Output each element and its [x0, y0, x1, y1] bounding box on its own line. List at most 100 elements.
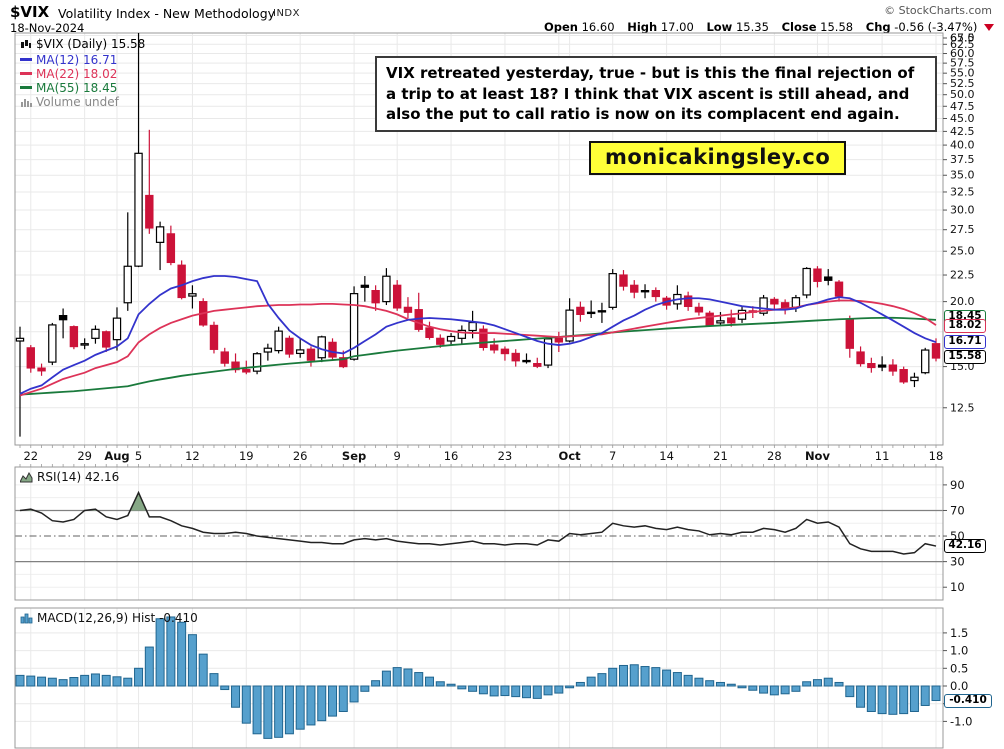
macd-panel-label: MACD(12,26,9) Hist -0.410 — [20, 611, 198, 625]
chg-value: -0.56 (-3.47%) — [894, 20, 978, 34]
legend-ma22-label: MA(22) 18.02 — [36, 67, 118, 81]
svg-text:11: 11 — [875, 449, 890, 463]
watermark-badge: monicakingsley.co — [589, 141, 847, 175]
svg-text:26: 26 — [293, 449, 308, 463]
svg-text:50.0: 50.0 — [950, 88, 975, 101]
low-value: 15.35 — [735, 20, 769, 34]
svg-text:1.5: 1.5 — [950, 626, 968, 640]
svg-text:22.5: 22.5 — [950, 269, 975, 282]
svg-text:60.0: 60.0 — [950, 47, 975, 60]
rsi-panel-label: RSI(14) 42.16 — [19, 470, 120, 486]
rsi-value-tag: 42.16 — [944, 539, 986, 553]
last-price-tag: 15.58 — [944, 350, 986, 364]
macd-value-tag: -0.410 — [944, 694, 992, 708]
macd-panel: 1.51.00.50.0-0.5-1.0 — [14, 607, 972, 749]
close-value: 15.58 — [820, 20, 854, 34]
chart-date: 18-Nov-2024 — [10, 21, 85, 35]
rsi-line — [19, 490, 937, 555]
symbol-description: Volatility Index - New Methodology — [58, 6, 276, 21]
legend-volume-label: Volume undef — [36, 95, 119, 109]
svg-text:67.5: 67.5 — [950, 32, 975, 45]
svg-text:7: 7 — [609, 449, 616, 463]
legend-main-label: $VIX (Daily) 15.58 — [36, 37, 146, 51]
svg-text:30.0: 30.0 — [950, 204, 975, 217]
svg-text:10: 10 — [950, 580, 965, 594]
svg-text:14: 14 — [659, 449, 674, 463]
ma55-line — [19, 316, 937, 396]
svg-text:40.0: 40.0 — [950, 139, 975, 152]
ma12-line-swatch-icon — [20, 58, 32, 61]
high-label: High — [627, 20, 658, 34]
ma22-line — [19, 299, 937, 397]
stockcharts-copyright: © StockCharts.com — [884, 4, 992, 17]
svg-text:57.5: 57.5 — [950, 57, 975, 70]
svg-text:27.5: 27.5 — [950, 223, 975, 236]
svg-text:0.0: 0.0 — [950, 679, 968, 693]
analyst-annotation-box: VIX retreated yesterday, true - but is t… — [375, 56, 937, 133]
svg-text:65.0: 65.0 — [950, 32, 975, 45]
symbol-title: $VIX — [10, 3, 50, 21]
ma22-line-swatch-icon — [20, 72, 32, 75]
legend-ma55-label: MA(55) 18.45 — [36, 81, 118, 95]
volume-bars-icon — [20, 97, 32, 111]
legend-ma12-label: MA(12) 16.71 — [36, 53, 118, 67]
svg-text:45.0: 45.0 — [950, 112, 975, 125]
exchange-label: INDX — [273, 8, 300, 19]
svg-text:19: 19 — [239, 449, 254, 463]
candlestick-chart-icon — [20, 39, 32, 53]
change-down-triangle-icon — [984, 24, 994, 31]
svg-text:1.0: 1.0 — [950, 644, 968, 658]
ohlc-quote-bar: Open 16.60 High 17.00 Low 15.35 Close 15… — [544, 20, 994, 34]
svg-text:5: 5 — [135, 449, 142, 463]
low-label: Low — [706, 20, 733, 34]
legend-volume: Volume undef — [20, 95, 119, 109]
svg-text:0.5: 0.5 — [950, 661, 968, 675]
macd-label-text: MACD(12,26,9) Hist -0.410 — [37, 611, 198, 625]
svg-text:Aug: Aug — [104, 449, 129, 463]
svg-text:70: 70 — [950, 503, 965, 517]
ma12-line — [19, 275, 937, 395]
svg-text:21: 21 — [713, 449, 728, 463]
svg-text:62.5: 62.5 — [950, 38, 975, 51]
svg-text:20.0: 20.0 — [950, 295, 975, 308]
svg-text:29: 29 — [77, 449, 92, 463]
ma22-price-tag: 18.02 — [944, 319, 986, 333]
svg-text:28: 28 — [767, 449, 782, 463]
legend-main: $VIX (Daily) 15.58 — [20, 37, 145, 51]
open-value: 16.60 — [581, 20, 615, 34]
svg-text:9: 9 — [394, 449, 401, 463]
svg-text:23: 23 — [498, 449, 513, 463]
ma12-price-tag: 16.71 — [944, 335, 986, 349]
svg-text:Oct: Oct — [559, 449, 582, 463]
svg-text:35.0: 35.0 — [950, 169, 975, 182]
svg-text:Sep: Sep — [342, 449, 366, 463]
rsi-label-text: RSI(14) 42.16 — [37, 470, 120, 484]
high-value: 17.00 — [660, 20, 694, 34]
svg-text:12: 12 — [185, 449, 200, 463]
svg-text:42.5: 42.5 — [950, 125, 975, 138]
svg-text:16: 16 — [444, 449, 459, 463]
legend-ma22: MA(22) 18.02 — [20, 67, 117, 81]
macd-histogram-icon — [20, 613, 33, 627]
legend-ma55: MA(55) 18.45 — [20, 81, 117, 95]
svg-text:18: 18 — [929, 449, 944, 463]
svg-text:90: 90 — [950, 478, 965, 492]
open-label: Open — [543, 20, 578, 34]
svg-text:-1.0: -1.0 — [950, 714, 972, 728]
svg-text:32.5: 32.5 — [950, 185, 975, 198]
svg-text:12.5: 12.5 — [950, 401, 975, 414]
svg-text:30: 30 — [950, 555, 965, 569]
legend-ma12: MA(12) 16.71 — [20, 53, 117, 67]
svg-text:25.0: 25.0 — [950, 245, 975, 258]
svg-text:Nov: Nov — [805, 449, 831, 463]
chg-label: Chg — [865, 20, 891, 34]
close-label: Close — [781, 20, 817, 34]
svg-text:37.5: 37.5 — [950, 153, 975, 166]
rsi-area-icon — [19, 471, 33, 486]
svg-text:22: 22 — [23, 449, 38, 463]
ma55-line-swatch-icon — [20, 86, 32, 89]
svg-text:52.5: 52.5 — [950, 77, 975, 90]
x-axis-labels: 22 29 Aug 5 12 19 26 Sep 9 16 23 Oct 7 14 21 28 Nov 11 18 — [19, 445, 944, 467]
